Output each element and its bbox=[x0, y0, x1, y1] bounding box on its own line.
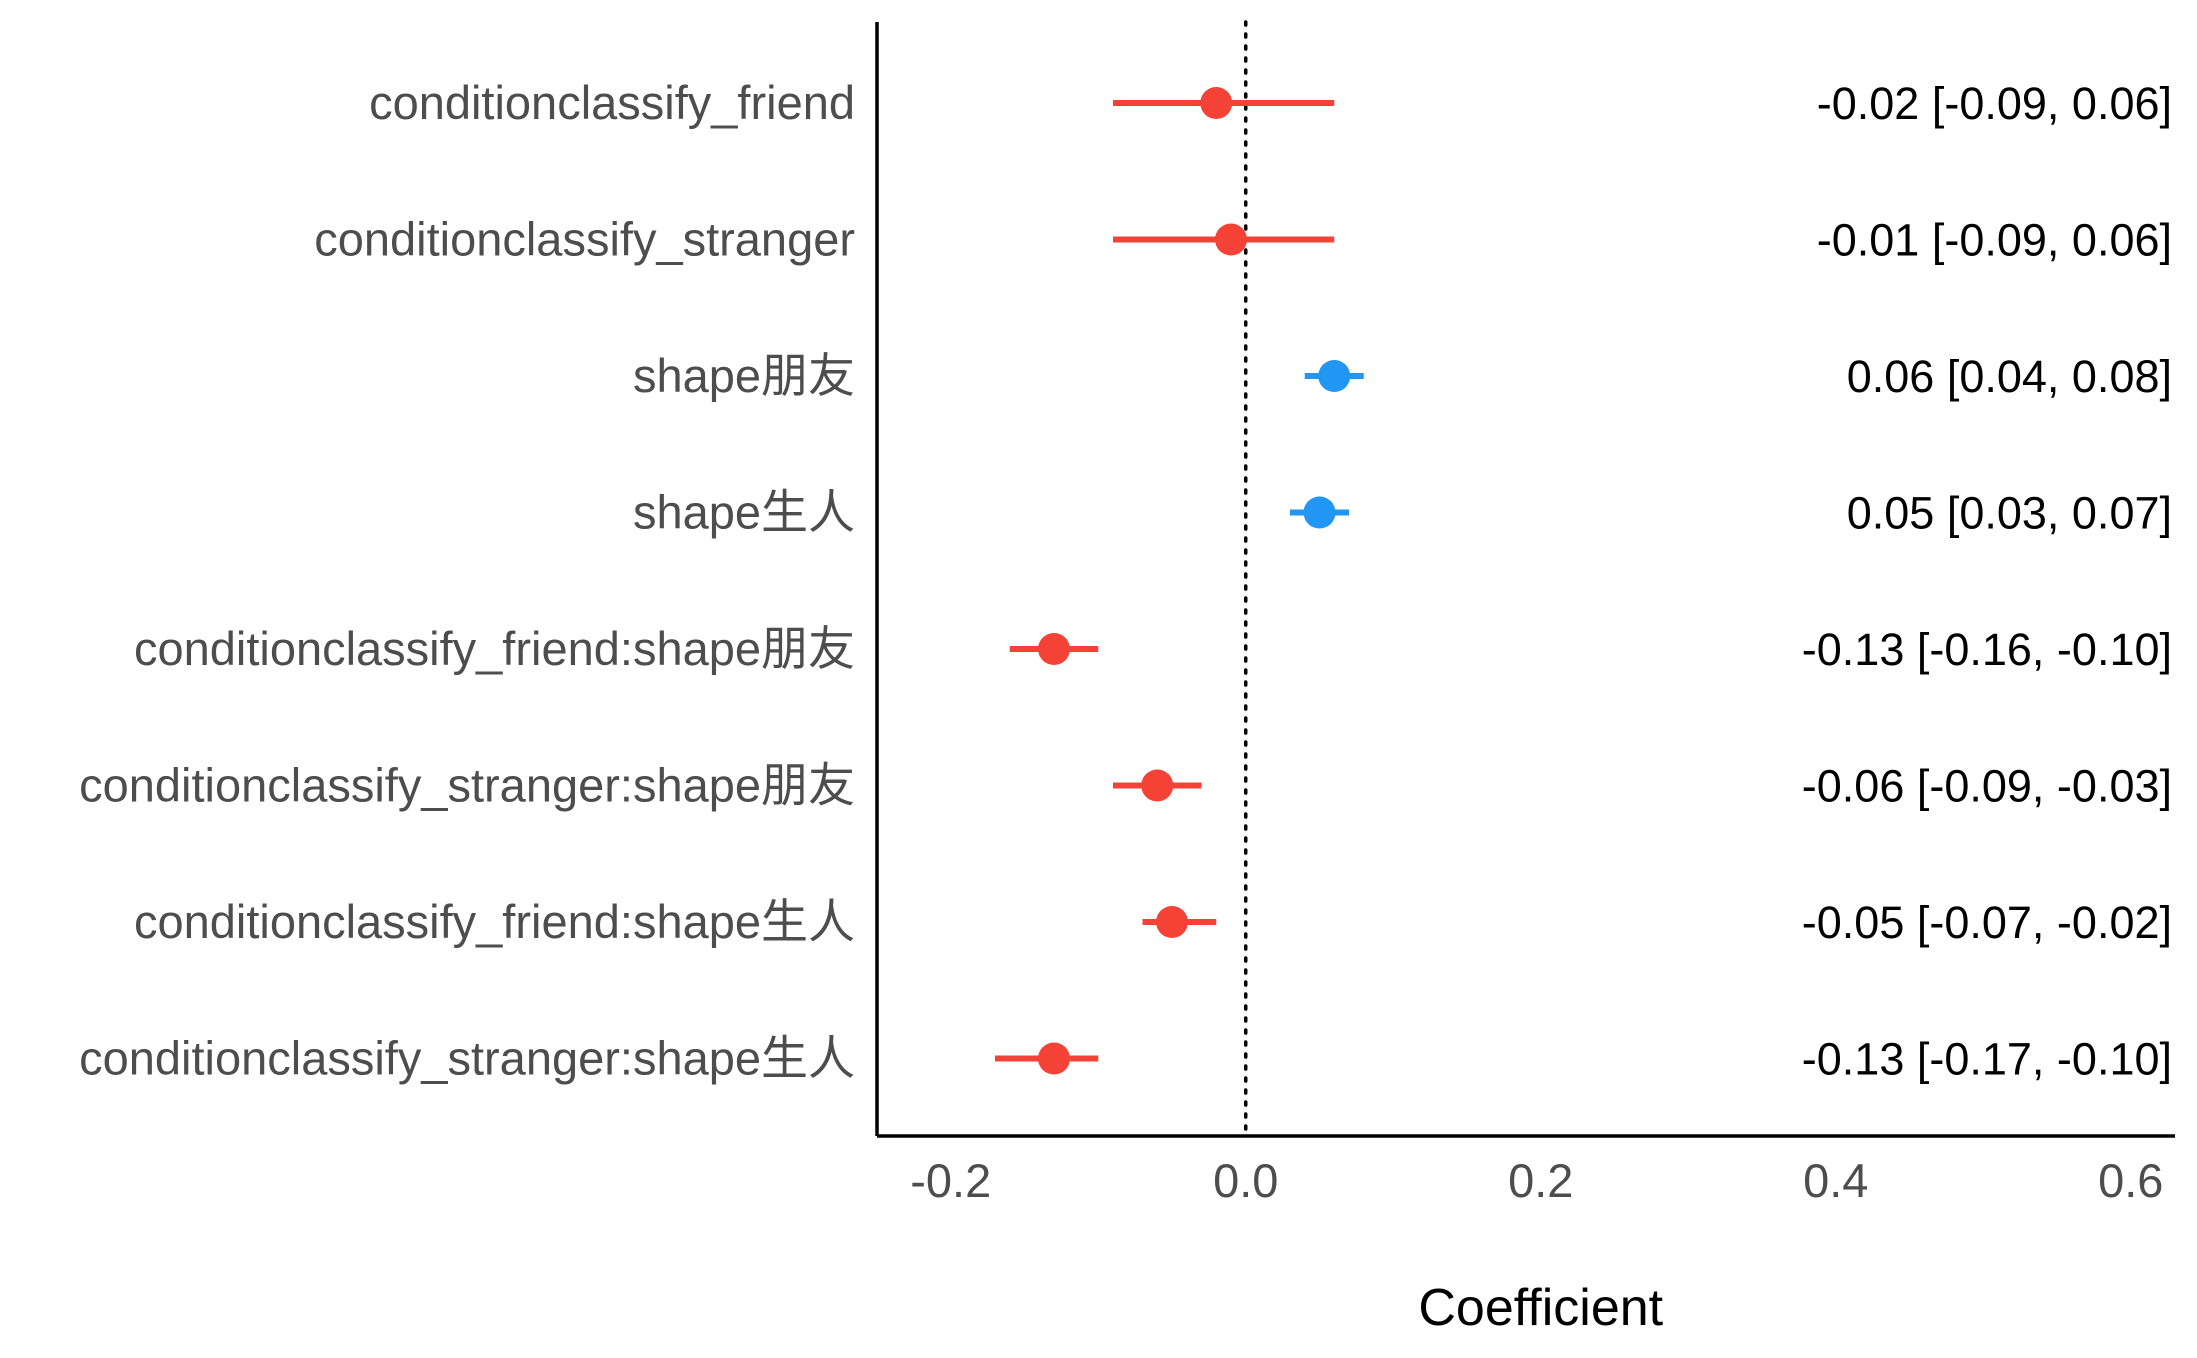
x-axis-title: Coefficient bbox=[1418, 1279, 1663, 1337]
estimate-point bbox=[1215, 223, 1247, 256]
ci-label: -0.02 [-0.09, 0.06] bbox=[1817, 78, 2172, 129]
ci-label: -0.06 [-0.09, -0.03] bbox=[1802, 761, 2172, 812]
estimate-point bbox=[1200, 87, 1233, 119]
x-tick-label: 0.0 bbox=[1213, 1154, 1278, 1207]
ci-labels: -0.02 [-0.09, 0.06] -0.01 [-0.09, 0.06] 0.… bbox=[1802, 78, 2172, 1085]
ci-label: 0.05 [0.03, 0.07] bbox=[1847, 488, 2172, 539]
term-label: shape生人 bbox=[633, 486, 855, 539]
estimate-point bbox=[1038, 633, 1070, 665]
estimate-point bbox=[1303, 496, 1336, 529]
x-ticks: -0.2 0.0 0.2 0.4 0.6 bbox=[910, 1154, 2163, 1207]
x-tick-label: 0.6 bbox=[2098, 1154, 2163, 1207]
ci-label: 0.06 [0.04, 0.08] bbox=[1847, 351, 2172, 402]
term-label: shape朋友 bbox=[633, 349, 855, 402]
term-labels: conditionclassify_friend conditionclassif… bbox=[79, 76, 855, 1085]
estimate-point bbox=[1141, 769, 1174, 802]
term-label: conditionclassify_stranger:shape生人 bbox=[79, 1032, 855, 1085]
x-tick-label: -0.2 bbox=[910, 1154, 991, 1207]
estimate-point bbox=[1318, 360, 1351, 392]
ci-label: -0.05 [-0.07, -0.02] bbox=[1802, 897, 2172, 948]
term-label: conditionclassify_friend:shape朋友 bbox=[134, 622, 855, 675]
ci-label: -0.13 [-0.16, -0.10] bbox=[1802, 624, 2172, 675]
ci-label: -0.13 [-0.17, -0.10] bbox=[1802, 1034, 2172, 1085]
ci-label: -0.01 [-0.09, 0.06] bbox=[1817, 215, 2172, 266]
estimate-point bbox=[1038, 1042, 1070, 1075]
x-tick-label: 0.2 bbox=[1508, 1154, 1573, 1207]
term-label: conditionclassify_friend bbox=[369, 76, 855, 129]
axes bbox=[875, 22, 2175, 1138]
x-tick-label: 0.4 bbox=[1803, 1154, 1868, 1207]
estimate-points bbox=[1038, 87, 1351, 1075]
term-label: conditionclassify_stranger:shape朋友 bbox=[79, 759, 855, 812]
estimate-point bbox=[1156, 906, 1188, 938]
term-label: conditionclassify_stranger bbox=[314, 213, 855, 266]
term-label: conditionclassify_friend:shape生人 bbox=[134, 895, 855, 948]
